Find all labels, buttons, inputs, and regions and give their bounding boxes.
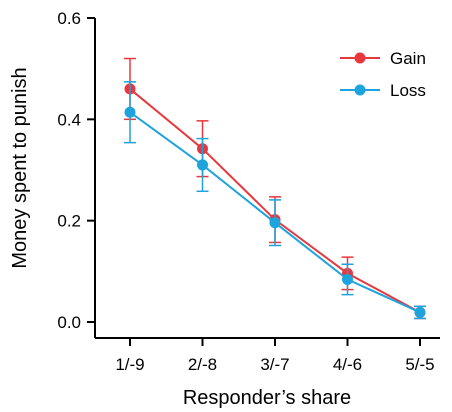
series-loss bbox=[124, 81, 426, 320]
axes bbox=[94, 18, 440, 339]
series-layer bbox=[124, 57, 426, 320]
y-tick-label: 0.0 bbox=[57, 313, 81, 332]
y-axis-label: Money spent to punish bbox=[9, 67, 31, 268]
data-point bbox=[342, 273, 353, 285]
x-tick-label: 5/-5 bbox=[405, 355, 434, 374]
data-point bbox=[124, 106, 136, 118]
legend-marker bbox=[354, 52, 366, 64]
legend-marker bbox=[354, 84, 366, 96]
data-point bbox=[414, 306, 426, 318]
data-point bbox=[269, 217, 281, 229]
series-gain bbox=[124, 57, 426, 320]
y-tick-label: 0.4 bbox=[57, 110, 81, 129]
x-tick-label: 4/-6 bbox=[333, 355, 362, 374]
x-tick-label: 1/-9 bbox=[115, 355, 144, 374]
x-tick-label: 2/-8 bbox=[188, 355, 217, 374]
x-axis-label: Responder’s share bbox=[183, 387, 351, 409]
y-tick-label: 0.6 bbox=[57, 9, 81, 28]
legend: Gain Loss bbox=[340, 49, 426, 100]
x-ticks: 1/-9 2/-8 3/-7 4/-6 5/-5 bbox=[115, 338, 435, 374]
legend-label-loss: Loss bbox=[390, 81, 426, 100]
legend-label-gain: Gain bbox=[390, 49, 426, 68]
x-tick-label: 3/-7 bbox=[260, 355, 289, 374]
y-ticks: 0.0 0.2 0.4 0.6 bbox=[57, 9, 95, 332]
data-point bbox=[197, 159, 208, 171]
y-tick-label: 0.2 bbox=[57, 212, 81, 231]
